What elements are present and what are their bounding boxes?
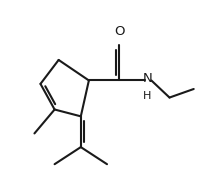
Text: H: H (143, 91, 152, 101)
Text: O: O (114, 25, 124, 38)
Text: N: N (142, 72, 152, 85)
